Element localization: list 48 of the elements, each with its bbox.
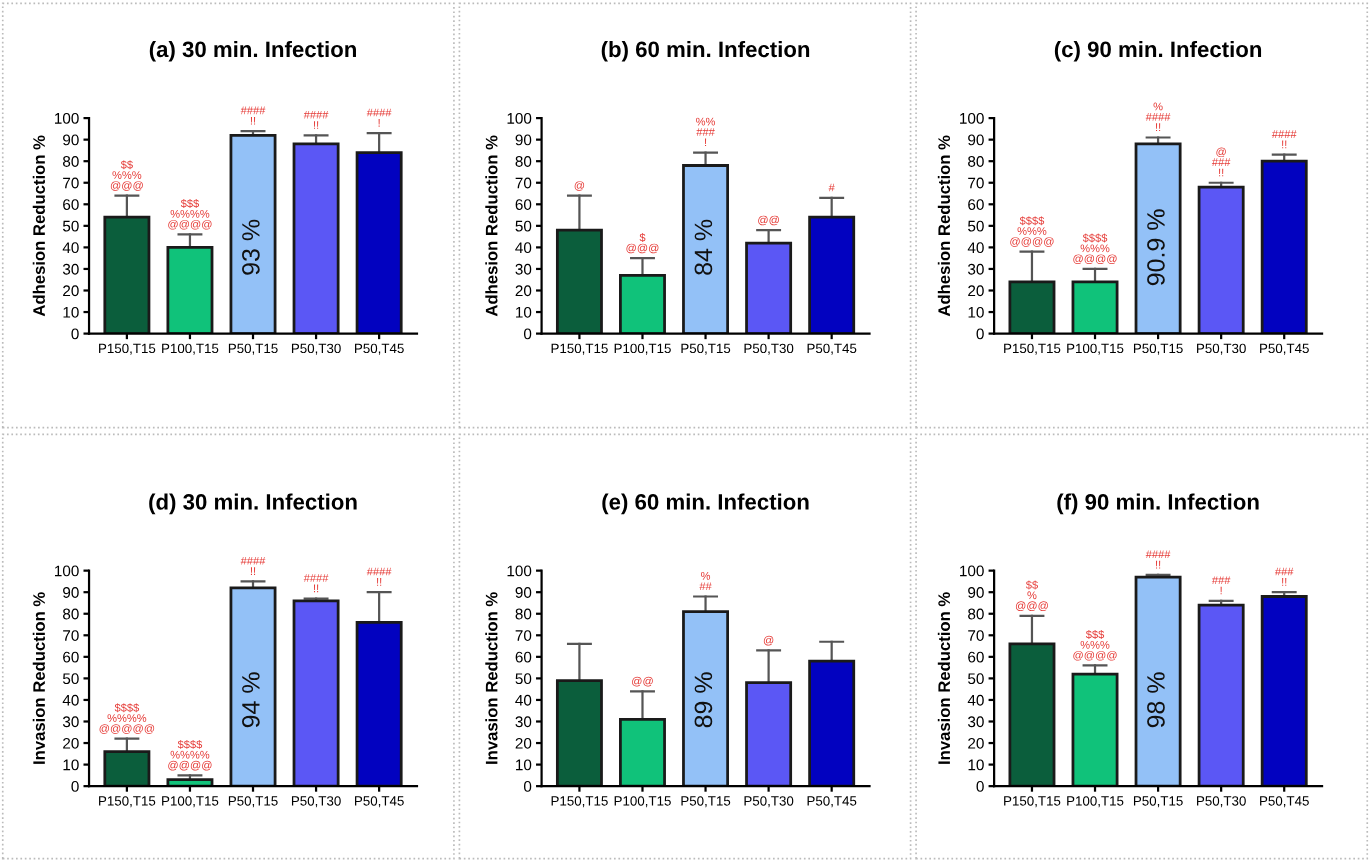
- bar: [166, 778, 214, 787]
- annotation: 94 %: [242, 672, 260, 728]
- y-axis-title: Adhesion Reduction %: [937, 135, 951, 317]
- bar: [166, 246, 214, 334]
- chart-title: (a) 30 min. Infection: [149, 40, 356, 62]
- bar: [619, 717, 666, 787]
- bar: [1197, 603, 1245, 787]
- bar: [1134, 575, 1182, 787]
- bar: [229, 133, 277, 334]
- chart-title: (e) 60 min. Infection: [602, 493, 809, 515]
- annotation: 93 %: [242, 219, 260, 275]
- y-axis-title: Invasion Reduction %: [485, 592, 498, 764]
- bar: [1071, 672, 1119, 787]
- bar: [292, 599, 340, 787]
- y-axis-title: Adhesion Reduction %: [32, 135, 45, 317]
- annotation: 84 %: [694, 219, 713, 275]
- bar: [745, 681, 793, 787]
- bar: [355, 151, 403, 334]
- bar: [1197, 185, 1245, 334]
- bar: [1008, 280, 1056, 334]
- bar: [1071, 280, 1119, 334]
- bar: [682, 164, 730, 334]
- bar: [229, 586, 277, 787]
- bar: [1134, 142, 1182, 334]
- bar: [1260, 159, 1308, 334]
- bar: [682, 610, 730, 787]
- bar: [292, 142, 340, 334]
- bar: [103, 750, 151, 787]
- bar: [745, 241, 793, 334]
- y-axis-title: Invasion Reduction %: [32, 592, 45, 764]
- annotation: 90.9 %: [1147, 209, 1165, 286]
- chart-title: (f) 90 min. Infection: [1057, 493, 1259, 515]
- chart-title: (c) 90 min. Infection: [1054, 40, 1262, 62]
- bar: [619, 274, 666, 334]
- bar: [103, 215, 151, 334]
- bar: [1008, 642, 1056, 787]
- y-axis-title: Adhesion Reduction %: [485, 135, 498, 317]
- bar: [355, 620, 403, 787]
- chart-title: (b) 60 min. Infection: [601, 40, 810, 62]
- annotation: 89 %: [694, 672, 713, 728]
- bar: [808, 659, 856, 787]
- bar: [808, 215, 856, 334]
- annotation: 98 %: [1147, 672, 1165, 728]
- y-axis-title: Invasion Reduction %: [937, 592, 951, 764]
- bar: [1260, 595, 1308, 787]
- bar: [555, 679, 603, 787]
- chart-title: (d) 30 min. Infection: [149, 493, 357, 515]
- bar: [555, 228, 603, 334]
